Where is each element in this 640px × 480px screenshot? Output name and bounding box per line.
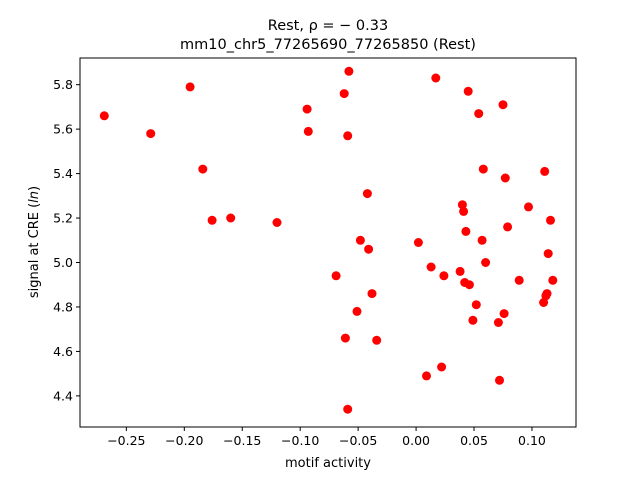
x-axis-ticks: −0.25 −0.20 −0.15 −0.10 −0.05 0.00 0.05 0.10 xyxy=(107,427,546,448)
y-tick-label: 5.8 xyxy=(53,77,73,92)
data-point xyxy=(493,318,503,327)
data-point xyxy=(331,271,341,281)
x-tick-label: −0.25 xyxy=(107,433,145,448)
data-point xyxy=(426,262,436,272)
data-point xyxy=(498,100,508,110)
data-point xyxy=(514,275,524,285)
data-point xyxy=(352,306,362,316)
data-point xyxy=(463,86,473,96)
data-point xyxy=(546,215,555,225)
data-point xyxy=(344,66,354,76)
data-point xyxy=(422,371,431,381)
data-point xyxy=(364,244,374,254)
y-tick-label: 5.4 xyxy=(53,166,73,181)
data-point xyxy=(198,164,208,174)
data-point xyxy=(367,289,377,299)
data-point xyxy=(303,126,313,136)
data-point xyxy=(461,226,471,236)
data-point xyxy=(413,238,423,247)
x-tick-label: −0.20 xyxy=(165,433,203,448)
data-point xyxy=(540,166,550,176)
y-axis-ticks: 4.4 4.6 4.8 5.0 5.2 5.4 5.6 5.8 xyxy=(53,77,80,403)
data-point xyxy=(459,206,469,216)
chart-title-line2: mm10_chr5_77265690_77265850 (Rest) xyxy=(180,37,476,53)
data-point xyxy=(495,375,504,385)
data-point xyxy=(302,104,312,114)
x-axis-label: motif activity xyxy=(285,456,371,471)
data-point xyxy=(543,249,553,259)
data-point xyxy=(500,173,510,183)
x-tick-label: −0.15 xyxy=(223,433,261,448)
data-point xyxy=(499,309,509,319)
data-point xyxy=(524,202,533,212)
x-tick-label: −0.10 xyxy=(281,433,319,448)
x-tick-label: 0.10 xyxy=(518,433,546,448)
data-point xyxy=(474,109,484,119)
data-point xyxy=(355,235,365,245)
x-tick-label: 0.00 xyxy=(402,433,430,448)
data-point xyxy=(343,404,353,414)
x-tick-label: 0.05 xyxy=(460,433,488,448)
chart-title-line1: Rest, ρ = − 0.33 xyxy=(268,18,388,34)
data-point xyxy=(439,271,449,281)
data-point xyxy=(339,89,349,99)
data-point xyxy=(468,315,478,325)
data-point xyxy=(477,235,487,245)
y-tick-label: 5.0 xyxy=(53,255,73,270)
data-point xyxy=(455,266,465,276)
y-tick-label: 4.8 xyxy=(53,299,73,314)
data-point xyxy=(481,258,491,267)
data-point xyxy=(272,218,282,227)
data-point xyxy=(503,222,513,232)
data-point xyxy=(478,164,488,174)
data-point xyxy=(542,289,552,299)
data-point xyxy=(457,200,467,210)
data-point xyxy=(372,335,382,345)
data-point xyxy=(431,73,441,83)
y-tick-label: 5.6 xyxy=(53,122,73,137)
y-tick-label: 4.6 xyxy=(53,344,73,359)
data-point xyxy=(99,111,109,121)
data-points xyxy=(99,66,558,414)
data-point xyxy=(146,129,156,139)
data-point xyxy=(437,362,447,372)
y-tick-label: 5.2 xyxy=(53,211,73,226)
y-tick-label: 4.4 xyxy=(53,388,73,403)
data-point xyxy=(207,215,217,225)
data-point xyxy=(362,189,372,199)
data-point xyxy=(340,333,350,343)
data-point xyxy=(343,131,353,141)
data-point xyxy=(471,300,481,310)
data-point xyxy=(548,275,558,285)
data-point xyxy=(226,213,236,223)
data-point xyxy=(464,280,474,290)
data-point xyxy=(185,82,195,92)
x-tick-label: −0.05 xyxy=(339,433,377,448)
y-axis-label: signal at CRE (ln) xyxy=(27,186,42,298)
plot-frame xyxy=(79,57,577,428)
